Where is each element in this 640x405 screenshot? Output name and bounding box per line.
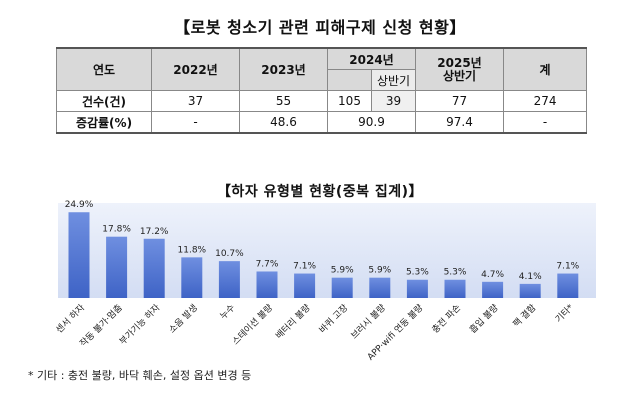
bar <box>519 283 541 298</box>
bar-value-label: 7.1% <box>556 262 579 272</box>
table-row: 증감률(%) - 48.6 90.9 97.4 - <box>56 111 588 134</box>
category-label: 소음 발생 <box>167 302 200 335</box>
cell-value: 37 <box>151 90 240 112</box>
cell-value: - <box>151 111 240 134</box>
header-2023: 2023년 <box>239 47 328 91</box>
bar-value-label: 7.7% <box>256 259 279 269</box>
cell-value: 48.6 <box>239 111 328 134</box>
bar <box>557 273 579 298</box>
row-label: 건수(건) <box>56 90 152 112</box>
bar-value-label: 4.1% <box>519 272 542 282</box>
bar-value-label: 24.9% <box>65 200 94 210</box>
header-total: 계 <box>503 47 588 91</box>
bar <box>218 261 240 298</box>
category-label: 바퀴 고장 <box>317 302 350 335</box>
bar-value-label: 5.9% <box>331 266 354 276</box>
bar-value-label: 4.7% <box>481 270 504 280</box>
bar-value-label: 5.9% <box>368 266 391 276</box>
category-label: 충전 파손 <box>430 302 463 335</box>
bar-value-label: 17.8% <box>102 225 131 235</box>
table-row: 건수(건) 37 55 105 39 77 274 <box>56 90 588 112</box>
cell-value: 90.9 <box>326 111 417 134</box>
bar <box>331 277 353 298</box>
page-title: 【로봇 청소기 관련 피해구제 신청 현황】 <box>174 18 466 37</box>
category-label: 스테이션 불량 <box>229 302 275 348</box>
category-label: 팩 결함 <box>511 302 538 329</box>
bar <box>444 279 466 298</box>
bar <box>369 277 391 298</box>
bar <box>294 273 316 298</box>
category-label: 흡입 불량 <box>467 302 501 336</box>
bar <box>68 212 90 298</box>
bar <box>106 236 128 298</box>
category-label: 기타* <box>553 302 576 325</box>
complaint-stats-table: 연도 2022년 2023년 2024년 2025년 상반기 계 상반기 건수(건… <box>56 47 588 134</box>
bar-value-label: 11.8% <box>178 245 207 255</box>
cell-value: 97.4 <box>415 111 505 134</box>
header-2025: 2025년 상반기 <box>415 47 505 91</box>
category-label: 브러시 불량 <box>348 302 388 342</box>
cell-value: 39 <box>370 90 417 112</box>
category-label: 부가기능 하자 <box>117 302 162 347</box>
bar-value-label: 17.2% <box>140 227 169 237</box>
bar <box>143 238 165 298</box>
bar-value-label: 10.7% <box>215 249 244 259</box>
category-label: 센서 하자 <box>54 302 88 336</box>
category-label: 누수 <box>218 302 237 321</box>
footnote: * 기타 : 충전 불량, 바닥 훼손, 설정 옵션 변경 등 <box>28 369 252 382</box>
cell-value: 274 <box>503 90 588 112</box>
cell-value: 55 <box>239 90 328 112</box>
header-2022: 2022년 <box>151 47 240 91</box>
chart-title: 【하자 유형별 현황(중복 집계)】 <box>216 184 424 200</box>
plot-background <box>58 203 596 298</box>
header-2024: 2024년 <box>326 47 417 70</box>
bar <box>406 279 428 298</box>
cell-value: 77 <box>415 90 505 112</box>
bar-value-label: 7.1% <box>293 262 316 272</box>
header-year: 연도 <box>56 47 152 91</box>
bar-value-label: 5.3% <box>406 268 429 278</box>
cell-value: 105 <box>327 90 372 112</box>
bar-value-label: 5.3% <box>444 268 467 278</box>
cell-value: - <box>503 111 588 134</box>
bar <box>482 281 504 298</box>
bar <box>256 271 278 298</box>
bar <box>181 257 203 298</box>
category-label: 배터리 불량 <box>273 302 313 342</box>
